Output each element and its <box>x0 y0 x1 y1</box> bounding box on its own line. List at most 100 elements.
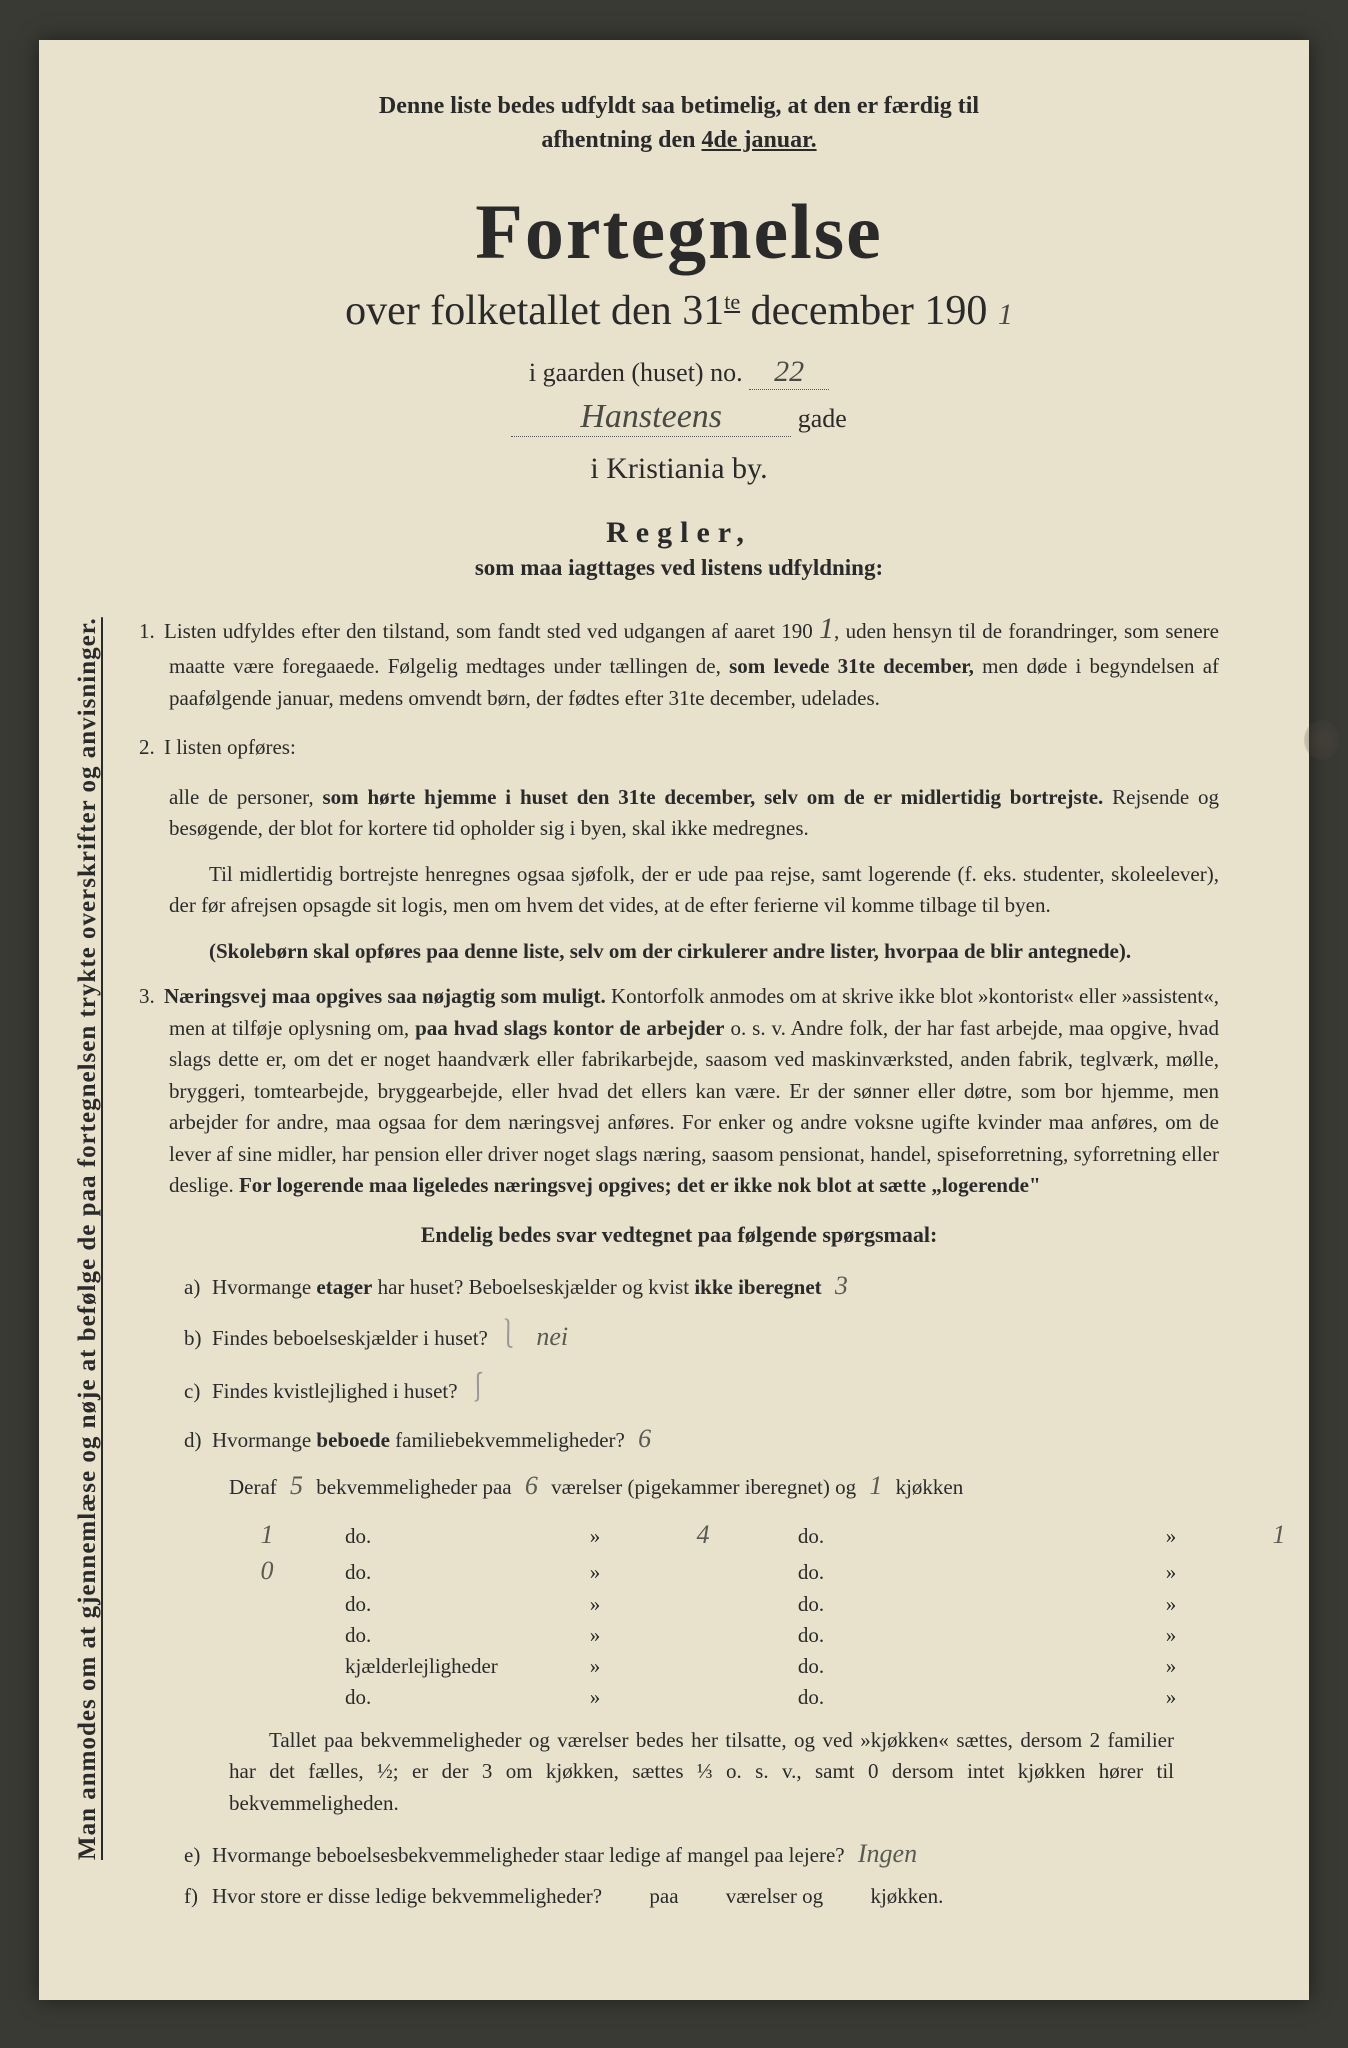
qa-f-text2: paa <box>649 1884 678 1908</box>
cell-c2: do. <box>345 1560 525 1585</box>
deraf-label1: Deraf <box>229 1475 277 1499</box>
cell-c4: do. <box>781 1685 841 1710</box>
qa-letter-c: c) <box>184 1376 212 1408</box>
rules-heading: Regler, <box>139 516 1219 550</box>
table-row: do.»do.»do. <box>229 1685 1219 1710</box>
cell-c2: do. <box>345 1685 525 1710</box>
qa-letter-f: f) <box>184 1881 212 1913</box>
cell-c2: do. <box>345 1592 525 1617</box>
footer-note: Tallet paa bekvemmeligheder og værelser … <box>229 1725 1174 1820</box>
rule-2a-text: alle de personer, <box>169 785 322 809</box>
rule-3-text-b: o. s. v. Andre folk, der har fast arbejd… <box>169 1016 1219 1198</box>
cell-sep2: » <box>1141 1654 1201 1679</box>
deraf-label2: bekvemmeligheder paa <box>316 1475 511 1499</box>
house-number-value: 22 <box>749 355 829 390</box>
cell-sep1: » <box>565 1560 625 1585</box>
rule-3-bold3: For logerende maa ligeledes næringsvej o… <box>239 1173 1041 1197</box>
table-row: do.»do.»do. <box>229 1592 1219 1617</box>
rule-1-num: 1. <box>139 616 164 648</box>
rule-2: 2.I listen opføres: <box>169 732 1219 764</box>
qa-d-text1: Hvormange <box>212 1428 316 1452</box>
qa-a-text2: har huset? Beboelseskjælder og kvist <box>372 1275 694 1299</box>
cell-c6: 1 <box>1241 1520 1317 1550</box>
qa-letter-a: a) <box>184 1272 212 1304</box>
cell-c4: do. <box>781 1654 841 1679</box>
deraf-val1: 5 <box>282 1471 311 1500</box>
top-note-line2a: afhentning den <box>541 127 701 153</box>
deraf-val3: 1 <box>861 1471 890 1500</box>
cell-c4: do. <box>781 1592 841 1617</box>
qa-letter-e: e) <box>184 1840 212 1872</box>
vertical-margin-note: Man anmodes om at gjennemlæse og nøje at… <box>74 260 102 1860</box>
house-number-line: i gaarden (huset) no. 22 <box>139 355 1219 390</box>
cell-c2: kjælderlejligheder <box>345 1654 525 1679</box>
rule-1-text-a: Listen udfyldes efter den tilstand, som … <box>164 619 813 643</box>
cell-c4: do. <box>781 1560 841 1585</box>
document-page: Man anmodes om at gjennemlæse og nøje at… <box>39 40 1309 2000</box>
subtitle: over folketallet den 31te december 190 1 <box>139 287 1219 335</box>
qa-f-text3: værelser og <box>726 1884 823 1908</box>
top-instruction: Denne liste bedes udfyldt saa betimelig,… <box>139 90 1219 157</box>
rule-2b: Til midlertidig bortrejste henregnes ogs… <box>169 859 1219 922</box>
table-row: do.»do.»do. <box>229 1623 1219 1648</box>
cell-sep1: » <box>565 1685 625 1710</box>
qa-e-text: Hvormange beboelsesbekvemmeligheder staa… <box>212 1843 845 1867</box>
top-note-date: 4de januar. <box>701 127 816 153</box>
qa-f-text4: kjøkken. <box>870 1884 943 1908</box>
table-row: kjælderlejligheder»do.»do. <box>229 1654 1219 1679</box>
qa-letter-b: b) <box>184 1323 212 1355</box>
cell-sep2: » <box>1141 1623 1201 1648</box>
rule-1-year: 1 <box>819 612 834 645</box>
cell-c1: 0 <box>229 1556 305 1586</box>
rules-subheading: som maa iagttages ved listens udfyldning… <box>139 555 1219 581</box>
gaarden-label: i gaarden (huset) no. <box>529 358 743 387</box>
deraf-line: Deraf 5 bekvemmeligheder paa 6 værelser … <box>229 1466 1219 1505</box>
qa-a-bold: etager <box>316 1275 372 1299</box>
rule-1: 1.Listen udfyldes efter den tilstand, so… <box>169 606 1219 714</box>
city-line: i Kristiania by. <box>139 452 1219 486</box>
cell-sep2: » <box>1141 1592 1201 1617</box>
qa-a-answer: 3 <box>827 1271 856 1300</box>
street-line: Hansteens gade <box>139 398 1219 437</box>
qa-f-text1: Hvor store er disse ledige bekvemmelighe… <box>212 1884 602 1908</box>
rule-2c: (Skolebørn skal opføres paa denne liste,… <box>169 936 1219 968</box>
rule-3-bold1: Næringsvej maa opgives saa nøjagtig som … <box>164 984 606 1008</box>
question-c: c)Findes kvistlejlighed i huset? ⎰ <box>184 1366 1219 1411</box>
questions-heading: Endelig bedes svar vedtegnet paa følgend… <box>139 1222 1219 1248</box>
subtitle-part2: december 190 <box>740 288 987 334</box>
paper-smudge <box>1304 720 1339 760</box>
qa-a-bold2: ikke iberegnet <box>694 1275 821 1299</box>
cell-sep2: » <box>1141 1685 1201 1710</box>
qa-d-text2: familiebekvemmeligheder? <box>390 1428 625 1452</box>
rule-3: 3.Næringsvej maa opgives saa nøjagtig so… <box>169 981 1219 1202</box>
cell-c2: do. <box>345 1623 525 1648</box>
question-b: b)Findes beboelseskjælder i huset? ⎱ nei <box>184 1313 1219 1358</box>
qa-e-answer: Ingen <box>850 1839 925 1868</box>
main-title: Fortegnelse <box>139 187 1219 277</box>
subtitle-sup: te <box>724 289 740 314</box>
rule-1-bold: som levede 31te december, <box>729 654 974 678</box>
gade-label: gade <box>798 404 847 433</box>
qa-bc-answer: nei <box>528 1322 576 1351</box>
cell-sep2: » <box>1141 1524 1201 1549</box>
rule-2a: alle de personer, som hørte hjemme i hus… <box>169 782 1219 845</box>
question-a: a)Hvormange etager har huset? Beboelsesk… <box>184 1266 1219 1305</box>
cell-c1: 1 <box>229 1520 305 1550</box>
street-name-value: Hansteens <box>511 398 791 437</box>
table-row: 1do.»4do.»1do. <box>229 1520 1219 1550</box>
rule-2-intro: I listen opføres: <box>164 735 296 759</box>
top-note-line1: Denne liste bedes udfyldt saa betimelig,… <box>379 93 979 119</box>
qa-d-bold: beboede <box>316 1428 390 1452</box>
qa-b-text: Findes beboelseskjælder i huset? <box>212 1326 488 1350</box>
question-d: d)Hvormange beboede familiebekvemmelighe… <box>184 1419 1219 1458</box>
subtitle-part1: over folketallet den 31 <box>345 288 724 334</box>
rule-3-bold2: paa hvad slags kontor de arbejder <box>415 1016 724 1040</box>
deraf-val2: 6 <box>517 1471 546 1500</box>
qa-a-text1: Hvormange <box>212 1275 316 1299</box>
deraf-label3: værelser (pigekammer iberegnet) og <box>551 1475 856 1499</box>
cell-sep1: » <box>565 1623 625 1648</box>
cell-sep2: » <box>1141 1560 1201 1585</box>
qa-letter-d: d) <box>184 1425 212 1457</box>
qa-d-answer: 6 <box>630 1424 659 1453</box>
cell-c2: do. <box>345 1524 525 1549</box>
